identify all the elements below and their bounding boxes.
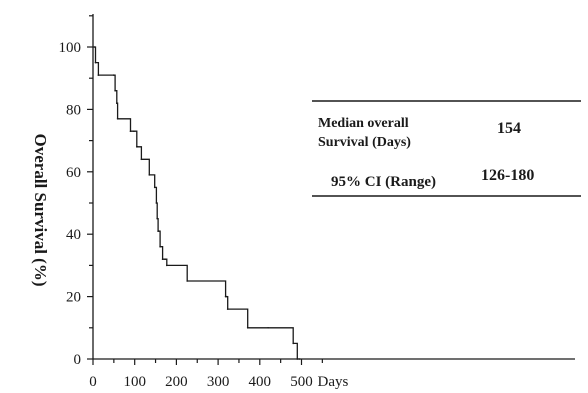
- summary-table: Median overall Survival (Days) 154 95% C…: [312, 100, 581, 197]
- x-tick-label-500: 500: [290, 374, 313, 390]
- survival-curve-layer: [92, 46, 301, 360]
- survival-curve: [93, 46, 300, 360]
- curve-point-7: [116, 118, 119, 120]
- x-tick-label-100: 100: [123, 374, 146, 390]
- curve-point-3: [97, 74, 100, 76]
- axes: [92, 14, 575, 360]
- x-tick-label-300: 300: [207, 374, 230, 390]
- ci-value: 126-180: [481, 167, 534, 184]
- x-tick-label-200: 200: [165, 374, 188, 390]
- curve-point-2: [94, 61, 97, 64]
- curve-point-21: [164, 258, 166, 261]
- x-tick-label-400: 400: [249, 374, 272, 390]
- median-value: 154: [497, 120, 521, 137]
- curve-point-8: [129, 130, 132, 132]
- y-tick-label-60: 60: [66, 165, 81, 181]
- curve-point-16: [156, 217, 158, 220]
- curve-point-6: [116, 102, 118, 104]
- y-axis-title: Overall Survival (%): [31, 134, 50, 287]
- curve-point-22: [166, 264, 168, 267]
- curve-point-29: [292, 342, 295, 345]
- curve-point-14: [153, 186, 156, 189]
- y-tick-label-0: 0: [74, 352, 82, 368]
- curve-point-9: [133, 130, 135, 132]
- curve-point-1: [93, 46, 96, 48]
- median-label-line2: Survival (Days): [318, 135, 411, 150]
- x-unit-label: Days: [318, 374, 349, 390]
- curve-point-11: [136, 146, 139, 148]
- curve-point-20: [161, 258, 164, 261]
- curve-point-24: [224, 295, 227, 298]
- curve-point-4: [113, 74, 115, 76]
- curve-point-28: [267, 327, 269, 329]
- median-label-line1: Median overall: [318, 116, 409, 131]
- curve-point-5: [114, 89, 116, 92]
- y-tick-label-40: 40: [66, 227, 81, 243]
- curve-point-30: [296, 358, 299, 360]
- y-tick-label-80: 80: [66, 102, 81, 118]
- curve-point-19: [159, 245, 161, 248]
- ci-label: 95% CI (Range): [331, 174, 436, 190]
- x-tick-label-0: 0: [89, 374, 97, 390]
- y-tick-label-20: 20: [66, 290, 81, 306]
- curve-point-27: [246, 327, 249, 329]
- curve-point-0: [92, 46, 94, 48]
- curve-point-26: [226, 308, 229, 310]
- curve-point-13: [148, 174, 151, 176]
- curve-point-31: [299, 358, 301, 360]
- curve-point-25: [226, 295, 228, 298]
- axis-ticks: 0 20 40 60 80 100 0 100 200 300 400 500 Days: [59, 15, 349, 390]
- curve-point-18: [158, 230, 160, 232]
- y-tick-label-100: 100: [59, 40, 82, 56]
- curve-point-12: [140, 158, 143, 161]
- curve-point-15: [155, 202, 158, 204]
- curve-point-23: [186, 280, 188, 282]
